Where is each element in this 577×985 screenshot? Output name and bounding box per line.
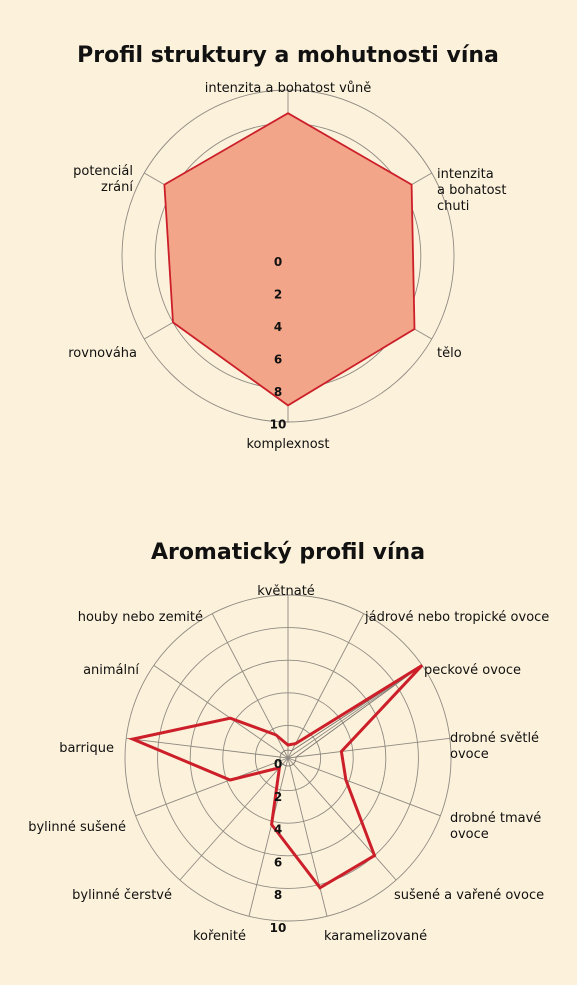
chart1-category-label: rovnováha [68,346,137,361]
chart2-spoke [287,737,450,759]
chart2-category-label: kořenité [193,929,246,944]
chart2-category-label: jádrové nebo tropické ovoce [364,610,549,625]
chart2-spoke [287,757,328,917]
chart2-tick-label: 0 [274,757,282,771]
chart2-tick-label: 8 [274,888,282,902]
chart2-category-label: sušené a vařené ovoce [394,888,544,903]
chart1-tick-label: 0 [274,255,282,269]
chart2-spoke [179,757,289,881]
chart2-category-label: bylinné čerstvé [72,888,172,903]
chart2-title: Aromatický profil vína [151,540,425,565]
chart2-spoke [135,757,289,817]
chart2-category-label: drobné tmavé ovoce [450,811,541,842]
chart2-category-label: květnaté [257,584,315,599]
chart1-radar: 0 2 4 6 8 10 intenzita a bohatost vůně intenzit… [68,81,506,452]
chart1-category-label: potenciál zrání [73,164,133,195]
chart2-category-label: houby nebo zemité [78,610,203,625]
chart2-category-label: drobné světlé ovoce [450,731,539,762]
chart2-series-0 [127,664,424,890]
chart2-category-label: karamelizované [324,929,427,944]
chart2-tick-label: 10 [270,921,287,935]
chart1-tick-label: 2 [274,288,282,302]
chart1-tick-label: 10 [270,418,287,432]
chart2-category-label: animální [83,663,139,678]
chart2-spoke [153,665,289,759]
chart2-tick-label: 6 [274,855,282,869]
chart2-category-label: barrique [59,741,114,756]
chart1-tick-label: 4 [274,320,282,334]
chart2-spoke [126,737,289,759]
chart1-category-label: intenzita a bohatost chuti [437,167,506,214]
chart1-tick-label: 8 [274,385,282,399]
chart1-category-label: tělo [437,346,462,361]
chart2-tick-label: 4 [274,823,282,837]
chart2-spoke [287,757,397,881]
chart1-category-label: intenzita a bohatost vůně [205,81,372,96]
chart2-tick-label: 2 [274,790,282,804]
chart1-title: Profil struktury a mohutnosti vína [77,43,499,68]
chart1-category-label: komplexnost [246,437,329,452]
chart1-series-0 [163,112,416,407]
chart2-spoke [248,757,289,917]
chart2-series-1 [279,668,418,767]
chart1-tick-label: 6 [274,353,282,367]
chart2-spoke [287,613,365,759]
chart2-radar: 0 2 4 6 8 10 květnaté jádrové nebo tropické ovo… [28,584,549,944]
chart2-category-label: peckové ovoce [424,663,521,678]
chart2-spoke [287,757,441,817]
chart2-category-label: bylinné sušené [28,820,126,835]
